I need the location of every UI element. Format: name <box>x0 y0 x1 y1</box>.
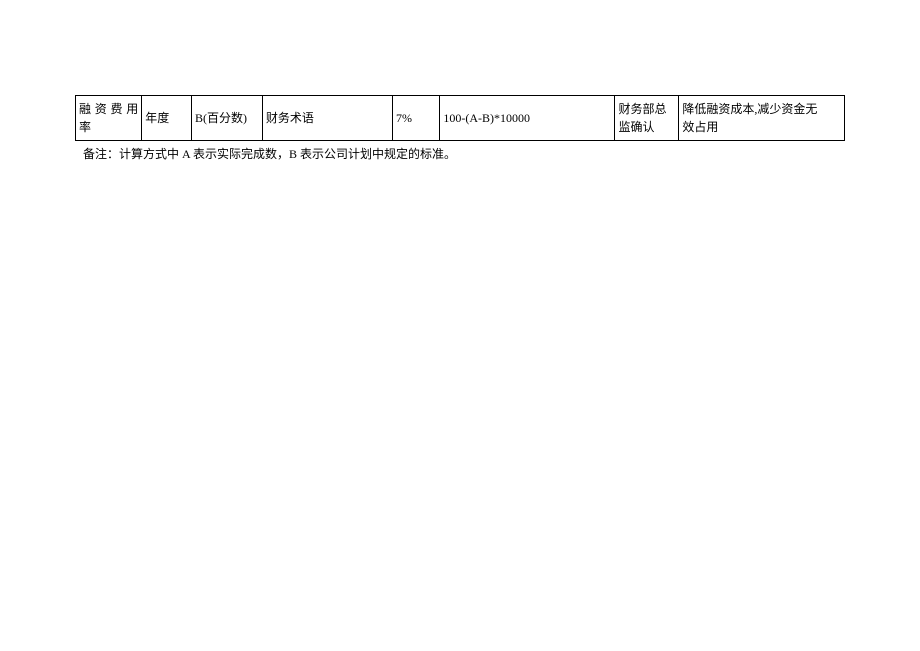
cell-description: 降低融资成本,减少资金无 效占用 <box>679 96 845 141</box>
cell-type: B(百分数) <box>191 96 262 141</box>
cell-period: 年度 <box>142 96 192 141</box>
cell-text-line: 率 <box>79 118 138 136</box>
cell-text-line: 财务部总 <box>618 100 675 118</box>
table-container: 融资费用 率 年度 B(百分数) 财务术语 7% 100-(A-B)*10000… <box>75 95 845 163</box>
cell-indicator-name: 融资费用 率 <box>76 96 142 141</box>
table-row: 融资费用 率 年度 B(百分数) 财务术语 7% 100-(A-B)*10000… <box>76 96 845 141</box>
cell-formula: 100-(A-B)*10000 <box>440 96 615 141</box>
footnote-text: 备注：计算方式中 A 表示实际完成数，B 表示公司计划中规定的标准。 <box>75 141 845 163</box>
cell-text-line: 效占用 <box>682 118 841 136</box>
cell-category: 财务术语 <box>262 96 392 141</box>
cell-confirmer: 财务部总 监确认 <box>615 96 679 141</box>
cell-text-line: 降低融资成本,减少资金无 <box>682 100 841 118</box>
cell-text-line: 融资费用 <box>79 100 138 118</box>
cell-value: 7% <box>393 96 440 141</box>
cell-text-line: 监确认 <box>618 118 675 136</box>
data-table: 融资费用 率 年度 B(百分数) 财务术语 7% 100-(A-B)*10000… <box>75 95 845 141</box>
